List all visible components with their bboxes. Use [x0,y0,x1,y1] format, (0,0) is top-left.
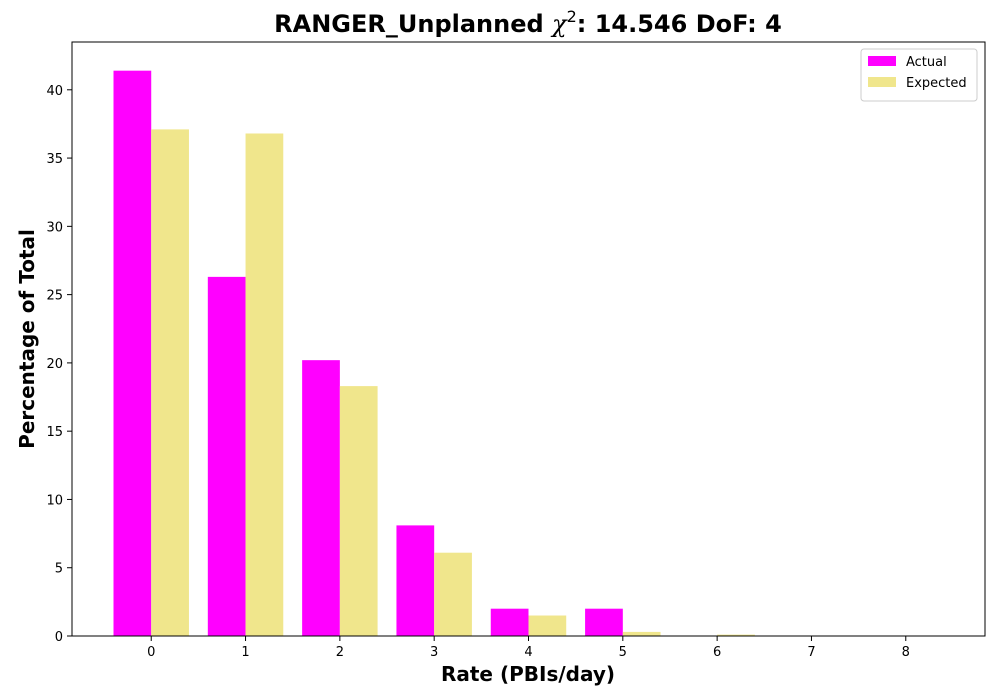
bar-actual-1 [207,276,246,636]
bar-actual-4 [490,608,529,636]
bar-expected-5 [622,631,661,636]
legend-swatch-actual [868,56,896,66]
bar-expected-6 [717,634,755,636]
y-tick-label-15: 15 [46,425,63,440]
x-tick-label-4: 4 [524,645,532,660]
chart-title: RANGER_Unplanned χ2: 14.546 DoF: 4 [274,7,782,38]
bar-expected-2 [339,386,378,636]
bar-expected-4 [528,615,567,636]
y-tick-label-0: 0 [55,630,63,645]
y-tick-label-5: 5 [55,562,63,577]
bar-actual-3 [396,525,435,636]
plot-area: 0 1 2 3 4 5 6 7 8 0 5 10 15 20 25 30 35 40 Actual Expected [46,41,986,660]
y-tick-label-40: 40 [46,84,63,99]
y-tick-label-25: 25 [46,289,63,304]
x-tick-label-1: 1 [241,645,249,660]
bar-actual-2 [302,360,340,636]
legend-label-expected: Expected [906,76,967,91]
title-superscript: 2 [567,7,577,26]
y-tick-label-20: 20 [46,357,63,372]
x-tick-label-0: 0 [147,645,155,660]
x-tick-label-2: 2 [336,645,344,660]
bar-actual-5 [585,608,623,636]
x-tick-label-8: 8 [902,645,910,660]
y-axis-label: Percentage of Total [15,229,39,449]
x-tick-label-7: 7 [807,645,815,660]
legend-label-actual: Actual [906,55,947,70]
title-symbol: χ [550,10,568,38]
title-suffix: : 14.546 DoF: 4 [577,10,782,38]
bar-expected-1 [245,133,284,636]
x-axis-label: Rate (PBIs/day) [441,662,615,686]
bar-expected-3 [434,552,472,636]
x-tick-label-6: 6 [713,645,721,660]
legend-swatch-expected [868,77,896,87]
bar-expected-0 [151,129,189,636]
x-tick-label-5: 5 [619,645,627,660]
x-tick-label-3: 3 [430,645,438,660]
y-tick-label-35: 35 [46,152,63,167]
bar-actual-0 [113,70,152,637]
y-tick-label-30: 30 [46,220,63,235]
y-tick-label-10: 10 [46,493,63,508]
title-prefix: RANGER_Unplanned [274,10,552,38]
